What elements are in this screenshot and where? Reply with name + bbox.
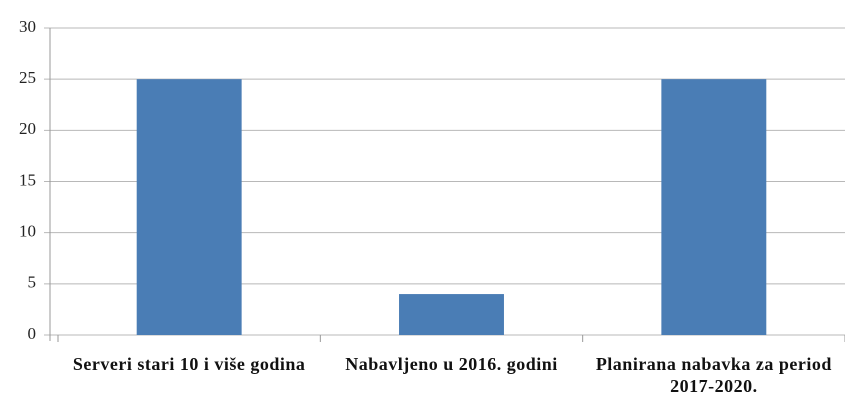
y-tick-label: 25 (19, 68, 36, 87)
bar (661, 79, 767, 336)
x-tick-label: Planirana nabavka za period 2017-2020. (595, 354, 832, 396)
bar (136, 79, 242, 336)
y-tick-label: 0 (28, 324, 37, 343)
y-tick-label: 10 (19, 222, 36, 241)
y-tick-label: 15 (19, 170, 36, 189)
y-tick-label: 5 (28, 273, 37, 292)
x-tick-label: Nabavljeno u 2016. godini (345, 354, 558, 374)
bar (399, 294, 504, 335)
x-tick-label: Serveri stari 10 i više godina (72, 354, 306, 374)
y-tick-label: 20 (19, 119, 36, 138)
y-tick-label: 30 (19, 17, 36, 36)
